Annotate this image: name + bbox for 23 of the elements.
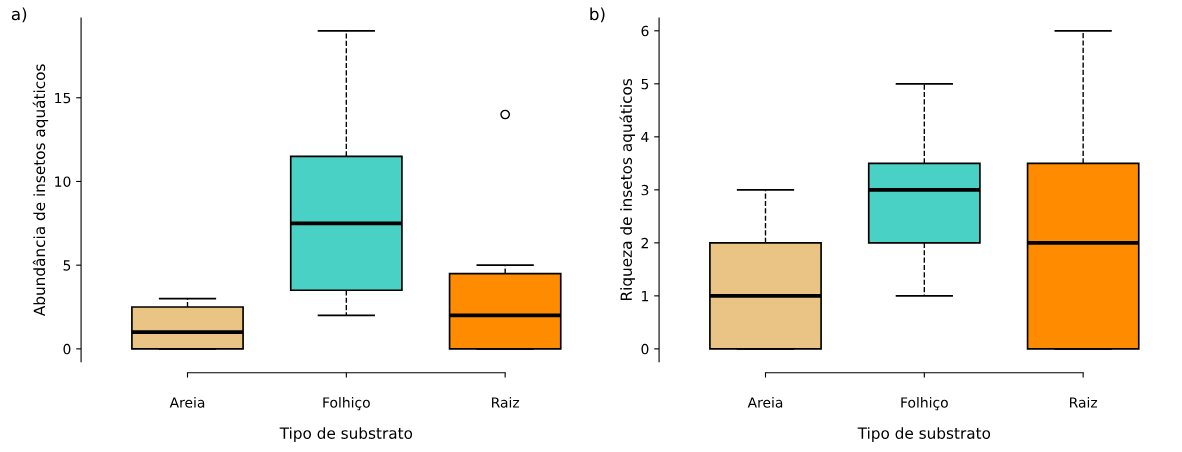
x-tick-label: Areia bbox=[747, 397, 783, 408]
x-axis-title: Tipo de substrato bbox=[279, 427, 413, 442]
y-tick-label: 5 bbox=[641, 78, 649, 90]
x-axis-title: Tipo de substrato bbox=[857, 427, 991, 442]
y-tick-label: 0 bbox=[641, 343, 649, 355]
y-axis-title: Riqueza de insetos aquáticos bbox=[619, 78, 635, 300]
x-tick-label: Raiz bbox=[492, 397, 520, 408]
y-tick-label: 10 bbox=[55, 176, 71, 187]
chart-title: b) bbox=[590, 7, 605, 23]
y-tick-label: 6 bbox=[641, 25, 649, 37]
y-tick-label: 4 bbox=[641, 131, 649, 143]
x-tick-label: Areia bbox=[169, 397, 205, 408]
x-tick-label: Folhiço bbox=[901, 397, 948, 411]
y-tick-label: 2 bbox=[641, 237, 648, 249]
chart-title: a) bbox=[11, 7, 27, 23]
y-tick-label: 0 bbox=[63, 343, 71, 355]
y-axis-title: Abundância de insetos aquáticos bbox=[32, 64, 49, 316]
x-tick-label: Raiz bbox=[1070, 397, 1098, 408]
y-tick-label: 5 bbox=[63, 260, 71, 271]
y-tick-label: 1 bbox=[642, 291, 649, 302]
x-tick-label: Folhiço bbox=[323, 397, 370, 411]
y-tick-label: 3 bbox=[641, 184, 649, 196]
y-tick-label: 15 bbox=[55, 92, 71, 104]
